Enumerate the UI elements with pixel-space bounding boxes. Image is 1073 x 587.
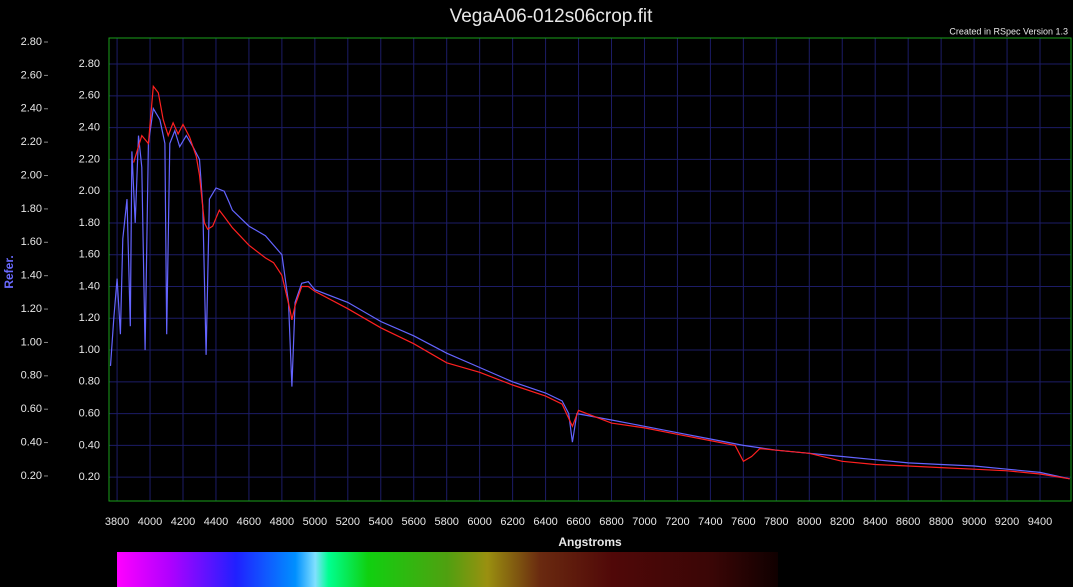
x-tick-label: 7000	[632, 516, 656, 528]
x-tick-label: 7200	[665, 516, 689, 528]
spectrum-line	[133, 84, 1070, 480]
x-tick-label: 8600	[896, 516, 920, 528]
x-tick-label: 8400	[863, 516, 887, 528]
y-tick-label: 1.60	[79, 249, 100, 261]
y-tick-label: 1.40	[79, 280, 100, 292]
x-tick-label: 4600	[237, 516, 261, 528]
chart-title: VegaA06-012s06crop.fit	[450, 6, 654, 27]
x-tick-label: 6800	[599, 516, 623, 528]
y-tick-label: 1.00	[79, 344, 100, 356]
x-tick-label: 6400	[533, 516, 557, 528]
y-tick-label: 0.40	[79, 439, 100, 451]
x-tick-label: 5600	[401, 516, 425, 528]
y2-tick-label: 0.60	[21, 403, 42, 415]
y2-tick-label: 0.80	[21, 370, 42, 382]
x-tick-label: 5200	[336, 516, 360, 528]
y2-tick-label: 2.60	[21, 69, 42, 81]
plot-border	[108, 37, 1072, 502]
y-tick-label: 2.80	[79, 58, 100, 70]
spectrum-bar	[117, 552, 778, 587]
x-tick-label: 9200	[995, 516, 1019, 528]
x-tick-label: 5400	[369, 516, 393, 528]
x-tick-label: 7600	[731, 516, 755, 528]
x-tick-label: 5000	[303, 516, 327, 528]
x-tick-label: 4000	[138, 516, 162, 528]
annotation: Created in RSpec Version 1.3	[949, 26, 1068, 36]
y2-tick-label: 1.40	[21, 270, 42, 282]
y-axis-label: Refer.	[2, 255, 16, 288]
x-tick-label: 9400	[1028, 516, 1052, 528]
y-tick-label: 0.60	[79, 408, 100, 420]
x-tick-label: 6200	[500, 516, 524, 528]
y2-tick-label: 1.60	[21, 236, 42, 248]
x-tick-label: 3800	[105, 516, 129, 528]
x-tick-label: 7400	[698, 516, 722, 528]
x-tick-label: 6600	[566, 516, 590, 528]
y-tick-label: 2.20	[79, 153, 100, 165]
y2-tick-label: 0.40	[21, 436, 42, 448]
x-tick-label: 8800	[929, 516, 953, 528]
y2-tick-label: 1.80	[21, 203, 42, 215]
y-tick-label: 1.20	[79, 312, 100, 324]
x-tick-label: 4400	[204, 516, 228, 528]
x-tick-label: 6000	[467, 516, 491, 528]
y-tick-label: 2.00	[79, 185, 100, 197]
plot-area: 3800 4000 4200 4400 4600 4800 5000 5200 5400 5600…	[21, 36, 1071, 528]
y2-tick-label: 2.00	[21, 169, 42, 181]
x-tick-label: 4200	[171, 516, 195, 528]
x-axis-label: Angstroms	[558, 535, 622, 549]
x-tick-label: 4800	[270, 516, 294, 528]
x-tick-label: 5800	[434, 516, 458, 528]
x-tick-label: 9000	[962, 516, 986, 528]
y2-tick-label: 1.20	[21, 303, 42, 315]
y2-tick-label: 0.20	[21, 470, 42, 482]
y-tick-label: 2.40	[79, 122, 100, 134]
y2-tick-label: 1.00	[21, 336, 42, 348]
y-tick-label: 1.80	[79, 217, 100, 229]
y2-tick-label: 2.80	[21, 36, 42, 48]
x-tick-label: 7800	[764, 516, 788, 528]
y2-tick-label: 2.40	[21, 103, 42, 115]
y-tick-label: 2.60	[79, 90, 100, 102]
y2-tick-label: 2.20	[21, 136, 42, 148]
y-tick-label: 0.20	[79, 471, 100, 483]
x-tick-label: 8200	[830, 516, 854, 528]
x-tick-label: 8000	[797, 516, 821, 528]
y-tick-label: 0.80	[79, 376, 100, 388]
spectrum-line	[109, 106, 1070, 480]
